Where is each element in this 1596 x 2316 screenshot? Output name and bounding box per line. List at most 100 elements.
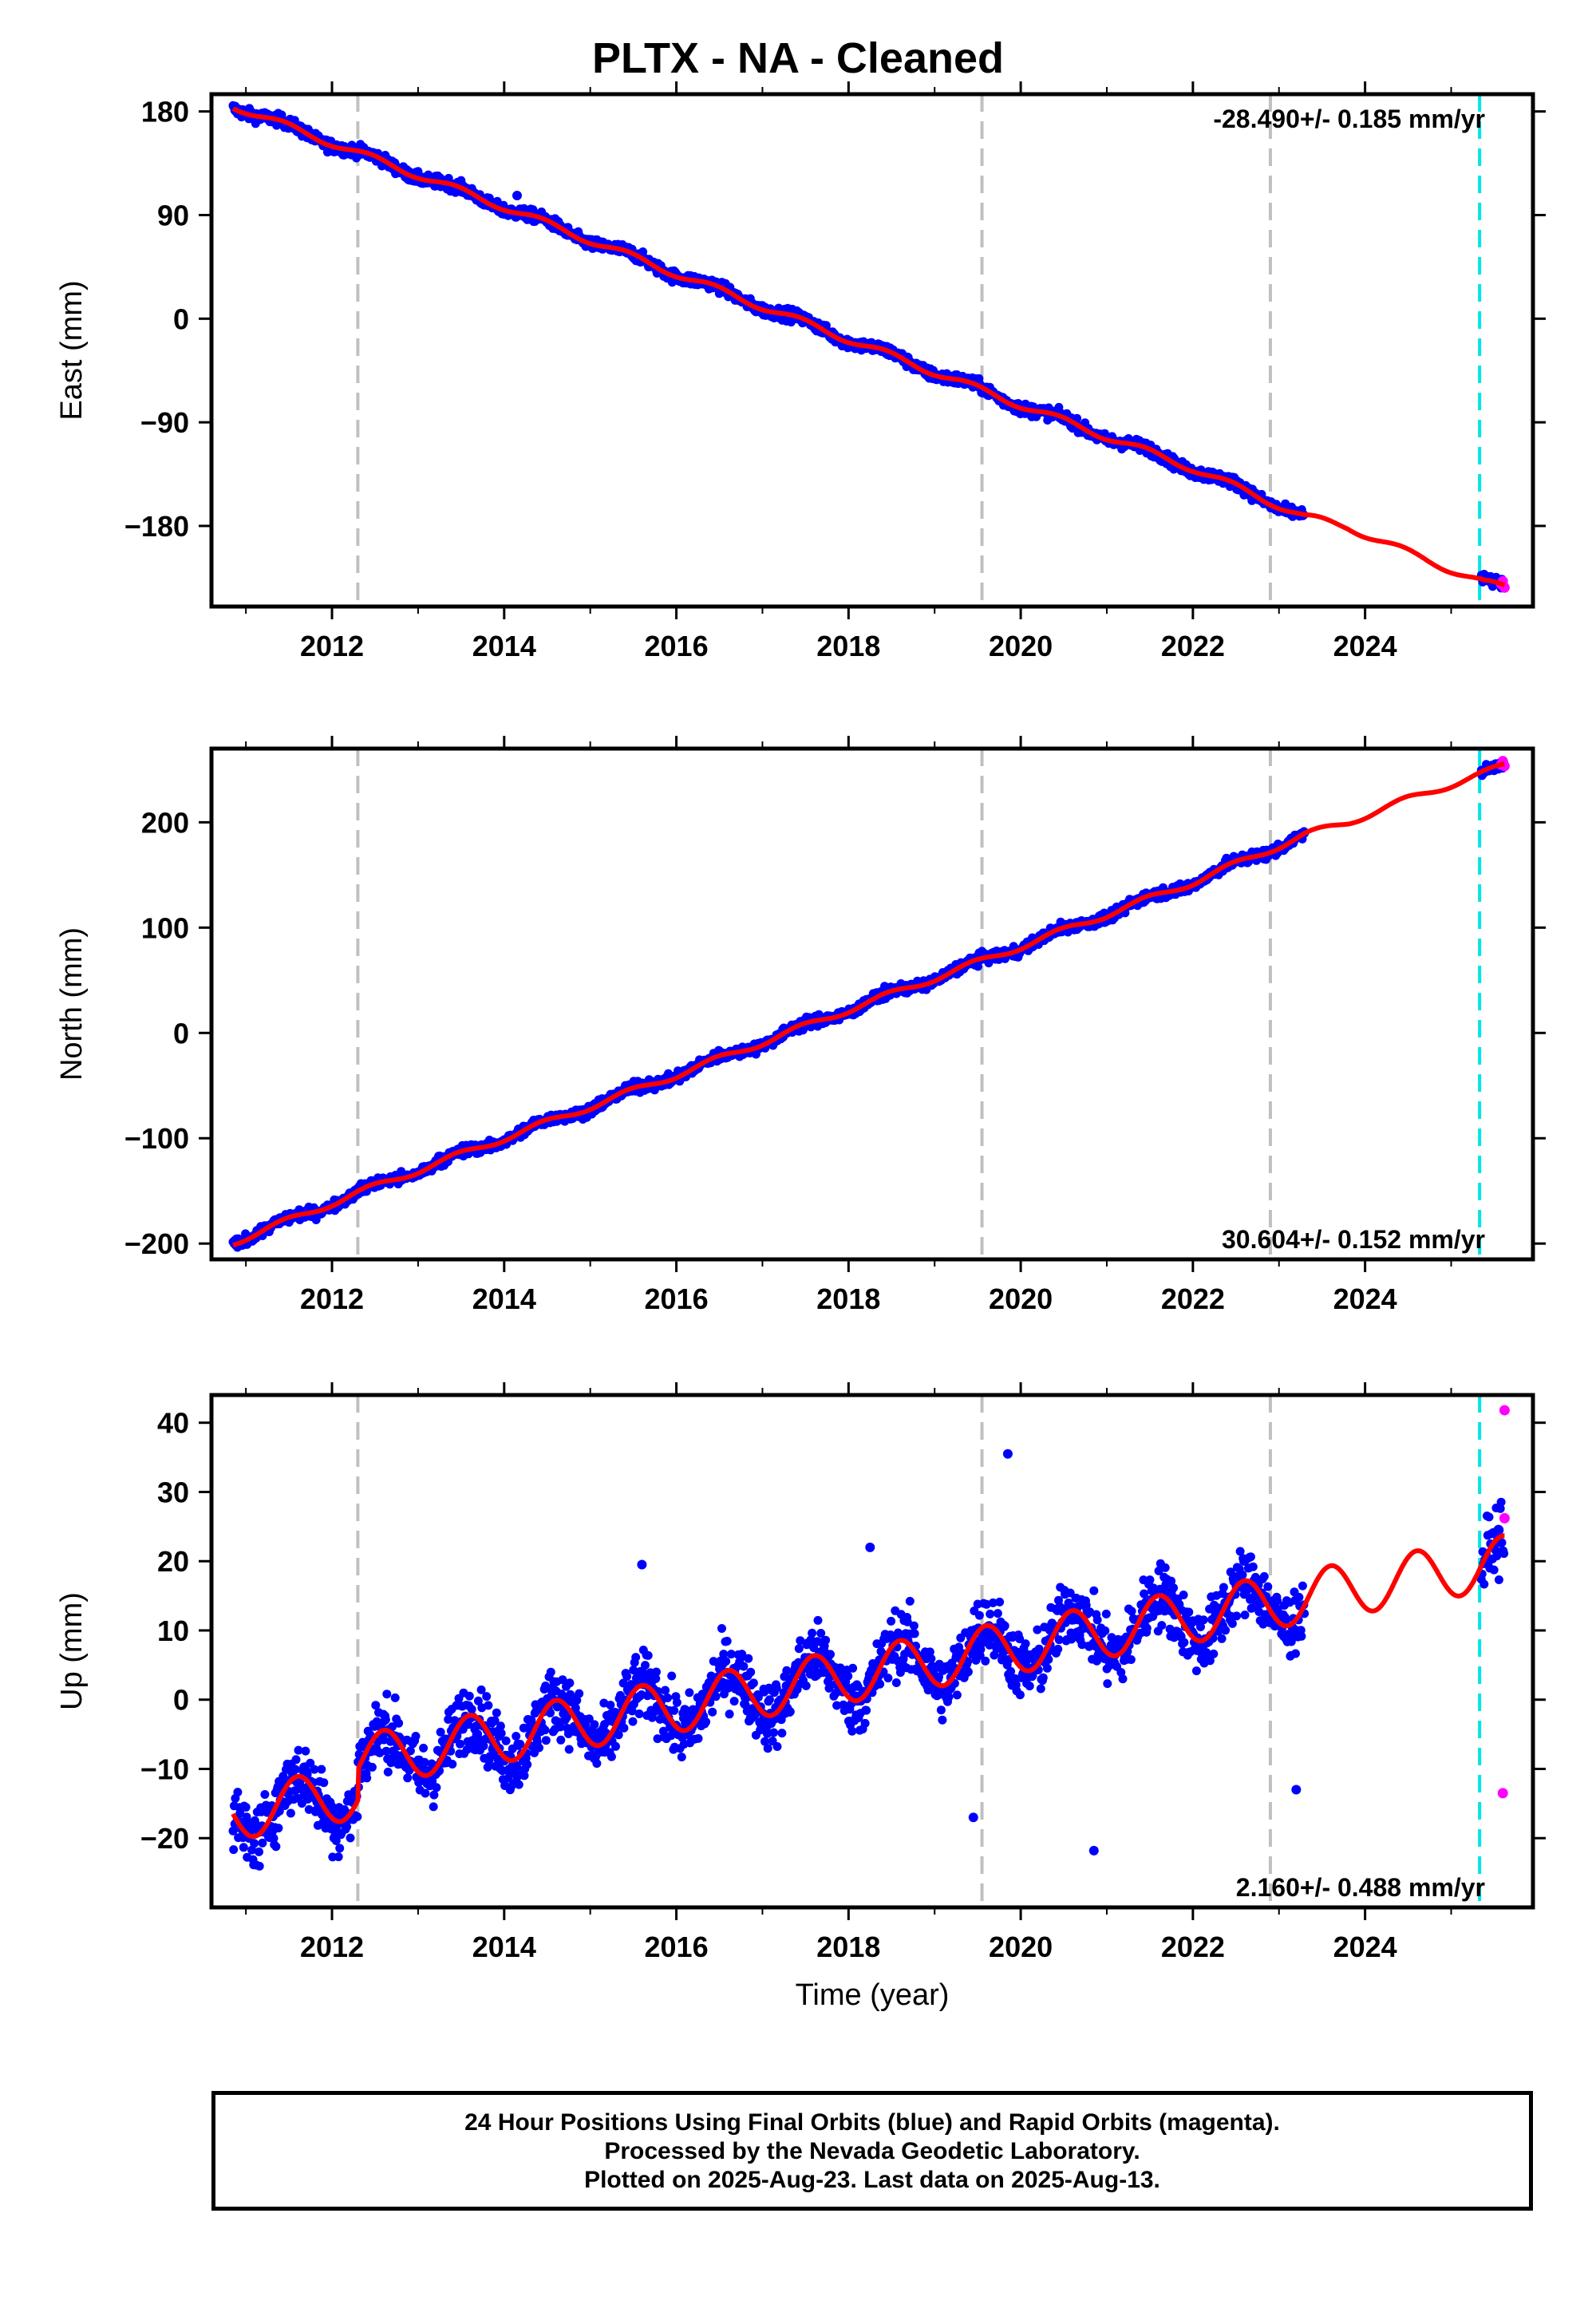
data-point (614, 1730, 623, 1740)
data-point (501, 1736, 511, 1745)
data-point (381, 1715, 390, 1725)
data-point (436, 1727, 445, 1737)
data-point (484, 1701, 493, 1710)
data-point (456, 1739, 464, 1749)
data-point (572, 1696, 582, 1705)
y-tick-label: 0 (173, 302, 189, 335)
y-tick-label: −90 (140, 406, 189, 439)
data-point (482, 1692, 492, 1701)
data-point (512, 190, 522, 200)
data-point (641, 1661, 650, 1670)
data-point (611, 1741, 620, 1751)
data-point (421, 1788, 430, 1798)
data-point (467, 1705, 476, 1714)
data-point (405, 1746, 415, 1756)
data-point (763, 1744, 772, 1753)
chart-title: PLTX - NA - Cleaned (591, 34, 1005, 82)
data-point (565, 1678, 575, 1688)
data-point (490, 1716, 500, 1725)
data-point (255, 1847, 263, 1856)
data-point (535, 1743, 543, 1753)
data-point (672, 1697, 681, 1707)
data-point (541, 1736, 551, 1745)
rate-label: 30.604+/- 0.152 mm/yr (1222, 1225, 1485, 1254)
data-point (233, 1788, 243, 1797)
data-point (310, 1765, 319, 1774)
data-point (622, 1672, 632, 1682)
data-point (592, 1759, 602, 1769)
final-points (228, 758, 1509, 1252)
y-tick-label: 0 (173, 1017, 189, 1049)
x-tick-label: 2022 (1161, 630, 1225, 662)
data-point (383, 1767, 393, 1777)
data-point (777, 1729, 787, 1738)
x-tick-label: 2014 (472, 630, 536, 662)
x-tick-label: 2012 (300, 1282, 364, 1315)
data-point (483, 1762, 492, 1772)
data-point (432, 1783, 441, 1792)
data-point (306, 1758, 315, 1768)
y-axis-label: East (mm) (55, 280, 89, 420)
east-panel: 2012 2014 2016 2018 2020 2022 2024180900−90−18… (55, 81, 1546, 662)
rate-label: -28.490+/- 0.185 mm/yr (1213, 105, 1485, 133)
data-point (808, 1628, 817, 1638)
data-point (821, 1635, 831, 1645)
data-point (411, 1732, 421, 1741)
y-tick-label: −100 (124, 1122, 189, 1155)
panel-frame (209, 92, 1535, 609)
data-point (382, 1690, 392, 1699)
data-point (247, 1845, 257, 1855)
y-tick-label: −180 (124, 510, 189, 543)
data-point (693, 1733, 703, 1743)
data-point (274, 1824, 283, 1833)
plot-area (228, 1395, 1510, 1907)
data-point (769, 1728, 779, 1737)
data-point (317, 1765, 326, 1774)
data-point (685, 1688, 694, 1697)
data-point (429, 1802, 438, 1812)
data-point (271, 1842, 281, 1852)
data-point (476, 1685, 486, 1694)
data-point (708, 1707, 717, 1717)
y-tick-label: 100 (141, 911, 189, 944)
data-point (540, 1725, 550, 1735)
data-point (739, 1662, 749, 1671)
data-point (584, 1714, 594, 1724)
data-point (721, 1657, 731, 1666)
x-tick-label: 2016 (645, 1282, 709, 1315)
data-point (606, 1701, 615, 1709)
final-points (228, 1448, 1509, 1871)
data-point (746, 1667, 756, 1677)
data-point (342, 1822, 352, 1832)
data-point (627, 1706, 637, 1716)
data-point (496, 1729, 506, 1738)
data-point (631, 1653, 641, 1662)
data-point (643, 1650, 653, 1660)
data-point (290, 1765, 300, 1774)
data-point (492, 1708, 501, 1717)
data-point (346, 1833, 355, 1843)
data-point (749, 1678, 758, 1688)
data-point (670, 1705, 679, 1715)
y-tick-label: 200 (141, 806, 189, 839)
data-point (512, 1732, 521, 1741)
data-point (301, 1746, 310, 1756)
data-point (420, 1757, 429, 1767)
data-point (258, 1838, 267, 1848)
data-point (516, 1740, 525, 1749)
data-point (492, 196, 502, 206)
data-point (651, 1674, 661, 1683)
data-point (531, 1706, 541, 1716)
data-point (725, 1709, 734, 1719)
data-point (229, 1845, 239, 1855)
data-point (448, 1760, 457, 1769)
data-point (367, 1762, 377, 1772)
data-point (785, 1707, 795, 1717)
data-point (813, 1615, 823, 1625)
data-point (555, 1722, 565, 1732)
data-point (353, 1812, 362, 1821)
data-point (546, 1708, 555, 1717)
data-point (291, 1755, 301, 1765)
data-point (403, 1773, 413, 1783)
y-tick-label: 180 (141, 96, 189, 128)
